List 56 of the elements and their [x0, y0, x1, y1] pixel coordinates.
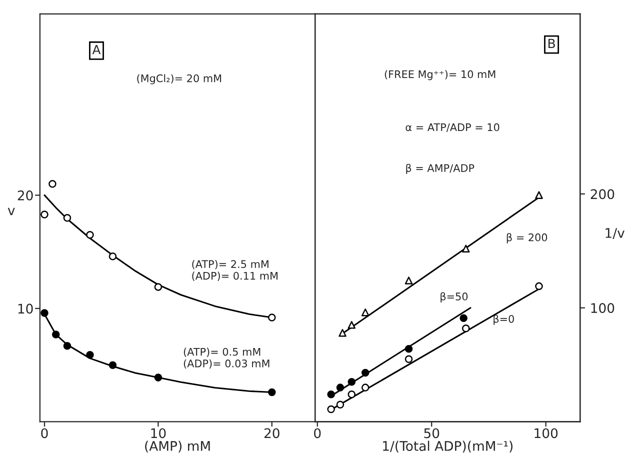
- point: [108, 252, 117, 260]
- point: [327, 390, 335, 398]
- annotation: β=50: [440, 292, 468, 302]
- point: [327, 405, 335, 414]
- x-tick-label: 20: [264, 428, 280, 438]
- y2-tick-label: 200: [590, 189, 614, 200]
- point: [336, 384, 344, 392]
- x-axis-title: (AMP) mM: [145, 440, 210, 453]
- point: [535, 282, 543, 290]
- point: [338, 329, 346, 337]
- point: [462, 244, 470, 252]
- y2-axis-title: 1/v: [606, 228, 624, 240]
- annotation: (ATP)= 2.5 mM (ADP)= 0.11 mM: [192, 260, 278, 281]
- x-tick-label: 0: [41, 428, 48, 438]
- point: [63, 214, 72, 222]
- point: [268, 388, 276, 396]
- y-axis-title: v: [8, 208, 15, 216]
- point: [404, 276, 413, 284]
- annotation: α = ATP/ADP = 10: [406, 123, 500, 132]
- annotation: A: [92, 45, 101, 54]
- point: [361, 368, 370, 377]
- point: [348, 390, 356, 398]
- annotation: β = 200: [506, 233, 548, 244]
- point: [40, 309, 48, 317]
- point: [361, 384, 370, 392]
- point: [460, 314, 468, 322]
- point: [40, 210, 48, 218]
- x-tick-label: 10: [151, 428, 166, 438]
- y2-tick-label: 100: [591, 303, 614, 314]
- point: [462, 324, 470, 332]
- point: [348, 378, 356, 386]
- point: [361, 308, 370, 316]
- point: [268, 314, 276, 322]
- point: [535, 191, 543, 199]
- point: [48, 180, 56, 188]
- annotation: (ATP)= 0.5 mM (ADP)= 0.03 mM: [184, 348, 270, 369]
- point: [154, 283, 162, 291]
- point: [348, 321, 356, 329]
- point: [52, 330, 60, 338]
- point: [404, 344, 413, 353]
- point: [86, 230, 94, 239]
- x-tick-label: 50: [424, 428, 440, 438]
- x-axis-title: 1/(Total ADP)(mM⁻¹): [383, 440, 513, 453]
- annotation: B: [548, 38, 555, 48]
- x-tick-label: 100: [534, 428, 558, 438]
- annotation: (MgCl₂)= 20 mM: [137, 74, 222, 84]
- x-tick-label: 0: [314, 428, 321, 438]
- annotation: (FREE Mg⁺⁺)= 10 mM: [384, 70, 496, 80]
- annotation: β=0: [494, 314, 514, 325]
- point: [154, 374, 162, 382]
- point: [404, 355, 413, 363]
- point: [86, 351, 94, 359]
- point: [336, 400, 344, 409]
- annotation: β = AMP/ADP: [406, 164, 474, 174]
- point: [63, 342, 72, 350]
- point: [108, 361, 117, 369]
